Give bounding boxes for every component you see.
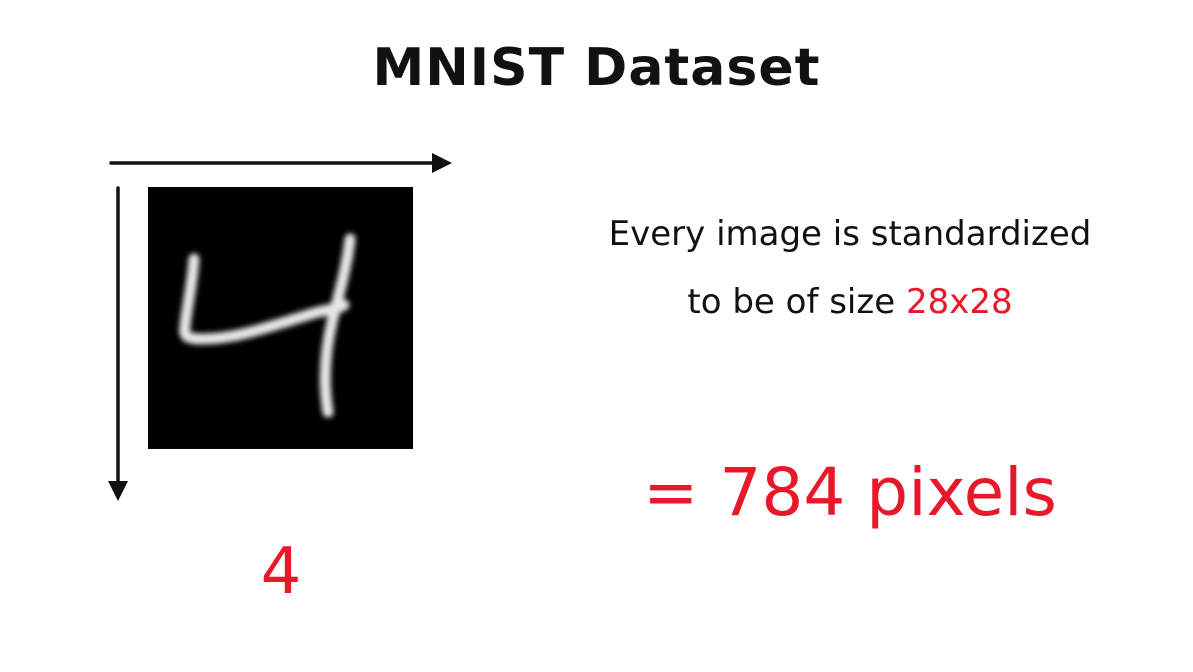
description-text: Every image is standardized to be of siz…	[560, 200, 1140, 336]
image-size-value: 28x28	[905, 282, 1013, 322]
description-line-2-prefix: to be of size	[687, 282, 906, 322]
slide-title: MNIST Dataset	[372, 38, 821, 98]
description-line-2: to be of size 28x28	[560, 268, 1140, 336]
digit-label: 4	[260, 535, 302, 609]
pixel-count-result: = 784 pixels	[643, 454, 1057, 531]
description-line-1: Every image is standardized	[608, 214, 1092, 254]
handwritten-four-icon	[179, 233, 356, 418]
mnist-digit-image	[148, 187, 413, 449]
horizontal-arrow	[109, 153, 452, 173]
vertical-arrow	[108, 186, 128, 501]
